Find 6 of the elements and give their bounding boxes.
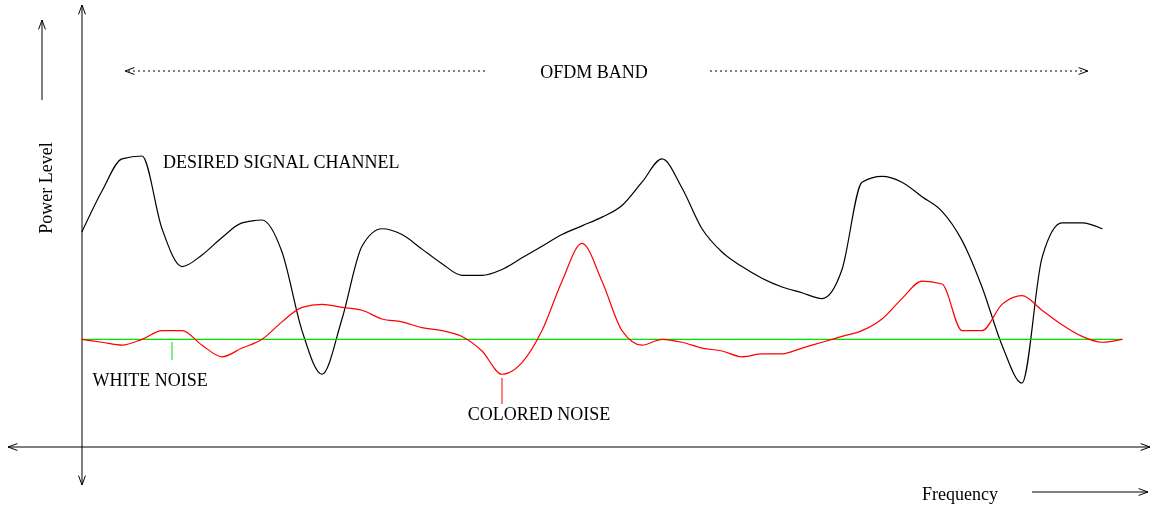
y-axis-title: Power Level xyxy=(36,142,56,234)
x-axis-title: Frequency xyxy=(922,484,998,504)
legend-label: COLORED NOISE xyxy=(467,404,611,424)
text: OFDM BAND xyxy=(540,62,648,82)
series-label: DESIRED SIGNAL CHANNEL xyxy=(163,152,400,172)
legend-label: WHITE NOISE xyxy=(92,370,208,390)
